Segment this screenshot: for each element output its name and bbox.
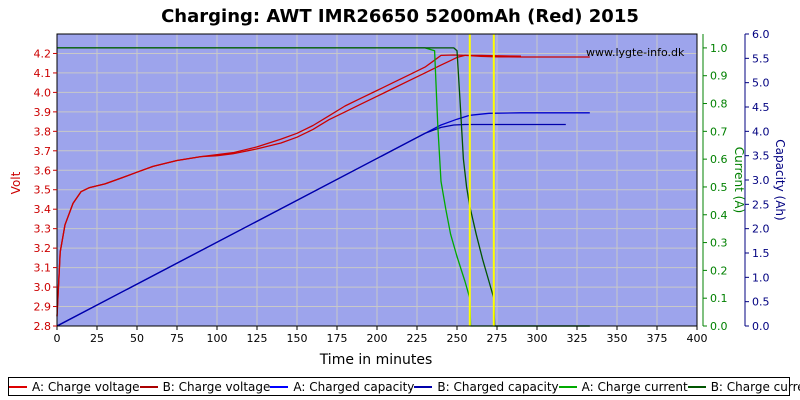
- legend-swatch: [139, 385, 158, 388]
- y-tick-label-current: 0.2: [710, 264, 728, 277]
- x-tick-label: 25: [90, 332, 104, 345]
- x-tick-label: 375: [647, 332, 668, 345]
- y-axis-label-current: Current (A): [732, 147, 746, 213]
- x-tick-label: 75: [170, 332, 184, 345]
- y-tick-label-capacity: 1.0: [752, 271, 770, 284]
- y-tick-label-current: 0.1: [710, 292, 728, 305]
- y-tick-label-capacity: 1.5: [752, 247, 770, 260]
- x-tick-label: 175: [327, 332, 348, 345]
- y-tick-label-capacity: 3.5: [752, 150, 770, 163]
- x-axis-label: Time in minutes: [319, 352, 433, 368]
- y-axis-label-capacity: Capacity (Ah): [773, 139, 787, 220]
- y-tick-label-left: 3.2: [34, 242, 52, 255]
- y-tick-label-left: 3.9: [34, 106, 52, 119]
- x-tick-label: 0: [54, 332, 61, 345]
- y-tick-label-capacity: 0.5: [752, 296, 770, 309]
- y-axis-label-left: Volt: [9, 171, 23, 194]
- legend-label: A: Charged capacity: [293, 379, 415, 394]
- x-tick-label: 225: [407, 332, 428, 345]
- y-tick-label-capacity: 3.0: [752, 174, 770, 187]
- y-tick-label-current: 0.0: [710, 320, 728, 333]
- y-tick-label-left: 2.9: [34, 301, 52, 314]
- y-tick-label-left: 3.1: [34, 262, 52, 275]
- y-tick-label-current: 0.5: [710, 181, 728, 194]
- legend-swatch: [558, 385, 577, 388]
- y-tick-label-left: 4.1: [34, 67, 52, 80]
- y-tick-label-capacity: 5.0: [752, 77, 770, 90]
- y-tick-label-current: 1.0: [710, 42, 728, 55]
- x-tick-label: 250: [447, 332, 468, 345]
- y-tick-label-current: 0.4: [710, 209, 728, 222]
- legend-label: A: Charge current: [581, 379, 688, 394]
- watermark-text: www.lygte-info.dk: [586, 46, 685, 59]
- chart-title: Charging: AWT IMR26650 5200mAh (Red) 201…: [161, 6, 639, 27]
- y-tick-label-capacity: 0.0: [752, 320, 770, 333]
- marker-lines: [468, 34, 495, 326]
- y-tick-label-left: 3.5: [34, 184, 52, 197]
- x-tick-label: 100: [207, 332, 228, 345]
- x-tick-label: 400: [687, 332, 708, 345]
- legend-item: B: Charged capacity: [414, 379, 559, 394]
- grid-lines: [56, 34, 698, 327]
- y-tick-label-capacity: 6.0: [752, 28, 770, 41]
- legend-label: B: Charged capacity: [437, 379, 559, 394]
- y-tick-label-capacity: 4.0: [752, 125, 770, 138]
- y-tick-label-left: 4.2: [34, 47, 52, 60]
- x-tick-label: 50: [130, 332, 144, 345]
- y-tick-label-left: 3.3: [34, 223, 52, 236]
- series-b-charge-voltage: [56, 54, 522, 317]
- legend-label: B: Charge voltage: [162, 379, 271, 394]
- x-tick-label: 150: [287, 332, 308, 345]
- chart-legend: A: Charge voltage B: Charge voltage A: Cha…: [8, 377, 800, 396]
- legend-swatch: [687, 385, 706, 388]
- y-tick-label-left: 3.4: [34, 203, 52, 216]
- x-tick-label: 300: [527, 332, 548, 345]
- x-tick-label: 200: [367, 332, 388, 345]
- legend-label: A: Charge voltage: [32, 379, 140, 394]
- series-b-charged-capacity: [56, 123, 566, 327]
- y-tick-label-current: 0.7: [710, 125, 728, 138]
- legend-item: B: Charge current: [687, 379, 800, 394]
- legend-item: A: Charge current: [558, 379, 688, 394]
- y-tick-label-left: 3.0: [34, 281, 52, 294]
- y-tick-label-capacity: 2.0: [752, 223, 770, 236]
- x-tick-label: 325: [567, 332, 588, 345]
- legend-swatch: [9, 385, 27, 388]
- y-tick-label-left: 3.7: [34, 145, 52, 158]
- x-tick-label: 275: [487, 332, 508, 345]
- y-tick-label-current: 0.6: [710, 153, 728, 166]
- y-tick-label-left: 3.8: [34, 125, 52, 138]
- legend-item: A: Charged capacity: [270, 380, 414, 394]
- x-tick-label: 350: [607, 332, 628, 345]
- y-tick-label-capacity: 5.5: [752, 52, 770, 65]
- legend-label: B: Charge current: [710, 379, 800, 394]
- y-tick-label-capacity: 2.5: [752, 198, 770, 211]
- y-tick-label-current: 0.8: [710, 98, 728, 111]
- y-tick-label-capacity: 4.5: [752, 101, 770, 114]
- y-tick-label-left: 2.8: [34, 320, 52, 333]
- y-tick-label-current: 0.9: [710, 70, 728, 83]
- y-tick-label-current: 0.3: [710, 237, 728, 250]
- y-tick-label-left: 3.6: [34, 164, 52, 177]
- y-tick-label-left: 4.0: [34, 86, 52, 99]
- x-tick-label: 125: [247, 332, 268, 345]
- axes-group: 0 25 50 75 100 125 150 175 200 225 250 275 300 325 350…: [34, 28, 770, 345]
- legend-swatch: [270, 385, 289, 388]
- legend-item: B: Charge voltage: [139, 379, 271, 394]
- legend-item: A: Charge voltage: [9, 380, 140, 394]
- legend-swatch: [414, 385, 433, 388]
